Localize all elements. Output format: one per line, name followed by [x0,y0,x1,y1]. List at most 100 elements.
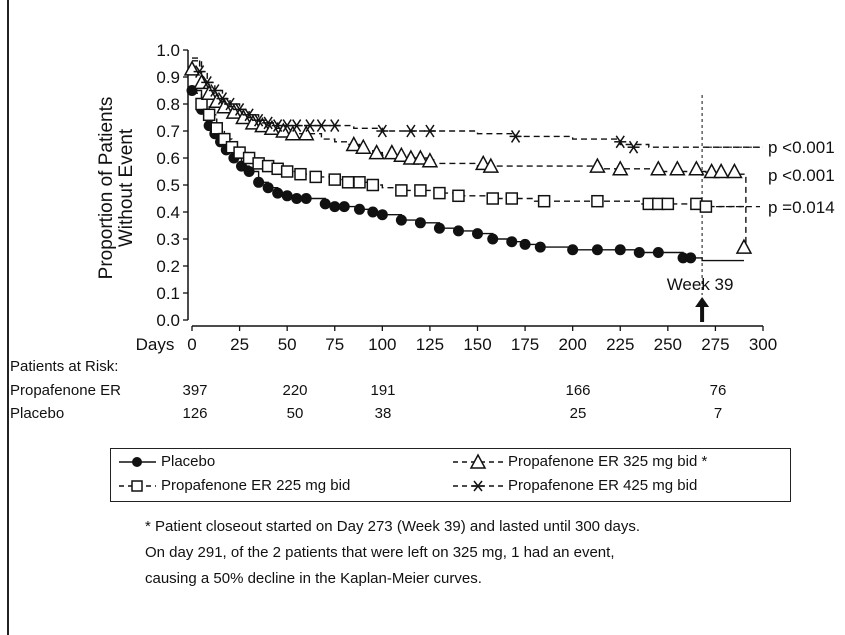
data-point-placebo [652,247,664,258]
data-point-er225 [341,176,355,189]
data-point-er425 [208,84,221,97]
risk-cell: 76 [709,382,727,399]
data-point-placebo [433,222,445,234]
data-point-er225 [699,200,713,213]
asterisk-stroke [406,124,416,138]
data-point-er225 [218,132,231,146]
x-tick-label: 0 [187,335,196,354]
x-tick-label: 175 [511,335,539,354]
data-point-placebo [367,206,379,218]
data-point-er425 [233,102,246,116]
risk-cell: 191 [370,382,396,399]
data-point-er225 [328,173,341,186]
y-tick-label: 0.4 [156,203,180,222]
data-point-placebo [472,228,483,240]
y-tick-label: 0.8 [156,95,180,114]
data-point-er225 [202,108,216,122]
data-point-er425 [224,97,237,111]
asterisk-stroke [316,119,327,133]
legend-label-placebo: Placebo [161,453,216,470]
asterisk-stroke [628,140,639,154]
risk-table-title: Patients at Risk: [10,358,119,375]
y-axis-label-line2: Without Event [116,128,137,247]
x-tick-label: 100 [368,335,396,354]
y-axis-label: Proportion of Patients [96,97,117,280]
x-tick-label: 250 [654,335,682,354]
data-point-placebo [353,203,365,215]
risk-cell: 50 [286,405,304,422]
series-line [192,60,747,248]
legend-symbols [119,453,503,492]
data-point-er225 [486,192,499,205]
left-border-line [7,0,9,635]
data-point-er325 [297,125,315,141]
series-group [183,60,753,254]
data-point-er225 [537,194,551,208]
y-tick-label: 0.1 [156,284,180,303]
data-point-er225 [452,189,465,203]
data-point-er225 [505,192,519,205]
risk-cell: 397 [182,382,208,399]
asterisk-stroke [253,113,264,127]
data-point-placebo [272,187,284,199]
data-point-placebo [591,244,603,256]
chart-ticks: 0.0 0.1 0.2 0.3 0.4 0.5 0.6 0.7 0.8 0.9 1.0 0 25 50 75… [156,41,777,354]
y-tick-label: 0.6 [156,149,180,168]
data-point-placebo [253,176,265,188]
data-point-er325 [345,135,363,152]
asterisk-stroke [282,119,292,133]
data-point-placebo [338,201,350,213]
data-point-er325 [393,146,410,163]
p-value-label: p <0.001 [768,138,835,157]
asterisk-stroke [305,119,315,133]
week39-label: Week 39 [667,275,734,294]
data-point-er225 [414,184,427,197]
x-tick-label: 125 [416,335,444,354]
legend-symbol-placebo [119,457,156,467]
x-tick-label: 300 [749,335,777,354]
p-value-label: p =0.014 [768,198,835,217]
series-group [192,57,763,154]
data-point-er225 [366,178,380,192]
y-tick-label: 0.7 [156,122,180,141]
asterisk-stroke [425,124,435,138]
data-point-er425 [614,135,627,149]
data-point-placebo [281,190,293,202]
asterisk-stroke [263,116,273,130]
data-point-placebo [685,252,697,264]
risk-cell: 220 [282,382,308,399]
asterisk-stroke [273,119,283,133]
data-point-placebo [567,244,579,256]
data-point-placebo [506,236,518,248]
data-point-er225 [309,170,322,184]
data-point-er425 [404,124,417,138]
x-tick-label: 50 [278,335,297,354]
data-point-er325 [669,160,686,176]
data-point-er225 [395,184,408,197]
data-point-placebo [376,209,388,221]
data-point-placebo [243,166,255,177]
data-point-er425 [252,113,265,127]
data-point-placebo [291,193,303,204]
kaplan-meier-chart: 0.0 0.1 0.2 0.3 0.4 0.5 0.6 0.7 0.8 0.9 1.0 0 25 50 75… [96,41,835,354]
p-value-label: p <0.001 [768,166,835,185]
x-tick-label: 75 [325,335,344,354]
data-point-er425 [304,119,317,133]
risk-cell: 126 [182,405,208,422]
series-line [192,57,763,148]
asterisk-stroke [510,129,521,143]
data-point-er425 [423,124,436,138]
data-point-er225 [591,194,604,208]
data-point-er425 [315,119,328,133]
data-point-er425 [193,65,206,79]
legend-label-er425: Propafenone ER 425 mg bid [508,477,698,494]
data-point-placebo [519,238,531,250]
legend-symbol-er225 [119,480,156,492]
data-point-er225 [195,97,208,111]
data-point-er325 [735,238,753,254]
legend-label-er325: Propafenone ER 325 mg bid * [508,453,708,470]
data-point-er325 [726,162,743,179]
asterisk-stroke [244,108,254,122]
data-point-er425 [290,119,303,133]
asterisk-stroke [225,97,235,111]
